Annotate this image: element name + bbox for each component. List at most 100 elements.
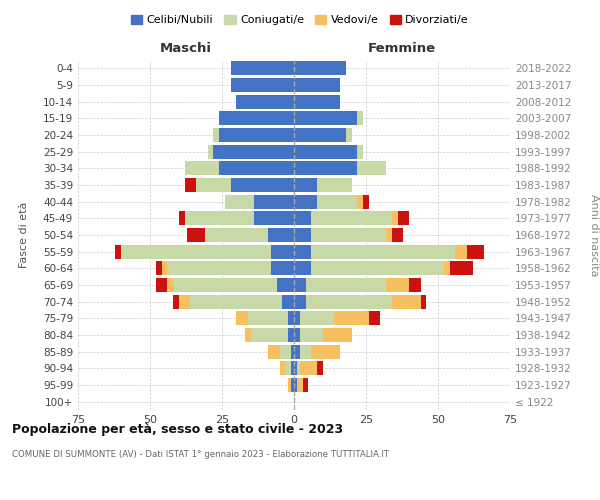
Bar — [363, 194, 369, 209]
Bar — [386, 228, 392, 242]
Bar — [409, 278, 421, 292]
Bar — [288, 311, 294, 326]
Bar — [196, 178, 230, 192]
Bar — [173, 278, 277, 292]
Bar — [214, 128, 219, 142]
Bar — [248, 311, 288, 326]
Bar — [311, 228, 386, 242]
Bar — [294, 94, 340, 109]
Bar — [271, 244, 294, 259]
Bar — [268, 344, 280, 359]
Bar — [455, 244, 467, 259]
Text: Fasce di età: Fasce di età — [19, 202, 29, 268]
Bar — [115, 244, 121, 259]
Bar — [294, 278, 305, 292]
Legend: Celibi/Nubili, Coniugati/e, Vedovi/e, Divorziati/e: Celibi/Nubili, Coniugati/e, Vedovi/e, Di… — [127, 10, 473, 30]
Bar — [286, 361, 291, 376]
Bar — [190, 294, 283, 308]
Bar — [288, 328, 294, 342]
Bar — [251, 328, 288, 342]
Bar — [230, 62, 294, 76]
Bar — [230, 78, 294, 92]
Bar — [294, 162, 358, 175]
Bar — [268, 228, 294, 242]
Bar — [291, 378, 294, 392]
Text: Maschi: Maschi — [160, 42, 212, 55]
Bar — [245, 328, 251, 342]
Bar — [280, 361, 286, 376]
Bar — [219, 162, 294, 175]
Text: Anni di nascita: Anni di nascita — [589, 194, 599, 276]
Bar — [280, 344, 291, 359]
Bar — [291, 344, 294, 359]
Bar — [334, 311, 369, 326]
Text: Femmine: Femmine — [368, 42, 436, 55]
Bar — [179, 294, 190, 308]
Bar — [294, 328, 300, 342]
Bar — [300, 361, 317, 376]
Bar — [219, 128, 294, 142]
Bar — [311, 244, 455, 259]
Bar — [167, 278, 173, 292]
Bar — [449, 261, 473, 276]
Bar — [358, 194, 363, 209]
Bar — [300, 344, 311, 359]
Bar — [358, 112, 363, 126]
Bar — [185, 211, 254, 226]
Bar — [225, 194, 254, 209]
Bar — [311, 211, 392, 226]
Bar — [288, 378, 291, 392]
Bar — [305, 294, 392, 308]
Bar — [254, 194, 294, 209]
Bar — [121, 244, 271, 259]
Bar — [317, 361, 323, 376]
Bar — [317, 194, 358, 209]
Bar — [294, 344, 300, 359]
Bar — [283, 294, 294, 308]
Text: Popolazione per età, sesso e stato civile - 2023: Popolazione per età, sesso e stato civil… — [12, 422, 343, 436]
Bar — [297, 378, 302, 392]
Bar — [156, 261, 161, 276]
Bar — [236, 311, 248, 326]
Bar — [392, 294, 421, 308]
Bar — [392, 228, 403, 242]
Bar — [208, 144, 214, 159]
Bar — [173, 294, 179, 308]
Bar — [346, 128, 352, 142]
Bar — [187, 228, 205, 242]
Bar — [161, 261, 167, 276]
Bar — [300, 311, 334, 326]
Bar — [317, 178, 352, 192]
Bar — [236, 94, 294, 109]
Bar — [297, 361, 300, 376]
Bar — [294, 112, 358, 126]
Bar — [205, 228, 268, 242]
Bar — [369, 311, 380, 326]
Bar — [294, 62, 346, 76]
Bar — [219, 112, 294, 126]
Bar — [444, 261, 449, 276]
Bar — [392, 211, 398, 226]
Bar — [185, 178, 196, 192]
Bar — [467, 244, 484, 259]
Bar — [179, 211, 185, 226]
Bar — [294, 78, 340, 92]
Bar — [294, 228, 311, 242]
Bar — [185, 162, 219, 175]
Bar — [230, 178, 294, 192]
Bar — [358, 144, 363, 159]
Bar — [294, 211, 311, 226]
Bar — [305, 278, 386, 292]
Bar — [302, 378, 308, 392]
Bar — [358, 162, 386, 175]
Bar — [294, 244, 311, 259]
Bar — [294, 128, 346, 142]
Bar — [277, 278, 294, 292]
Bar — [421, 294, 427, 308]
Bar — [291, 361, 294, 376]
Bar — [294, 261, 311, 276]
Bar — [398, 211, 409, 226]
Bar — [294, 378, 297, 392]
Bar — [254, 211, 294, 226]
Bar — [294, 178, 317, 192]
